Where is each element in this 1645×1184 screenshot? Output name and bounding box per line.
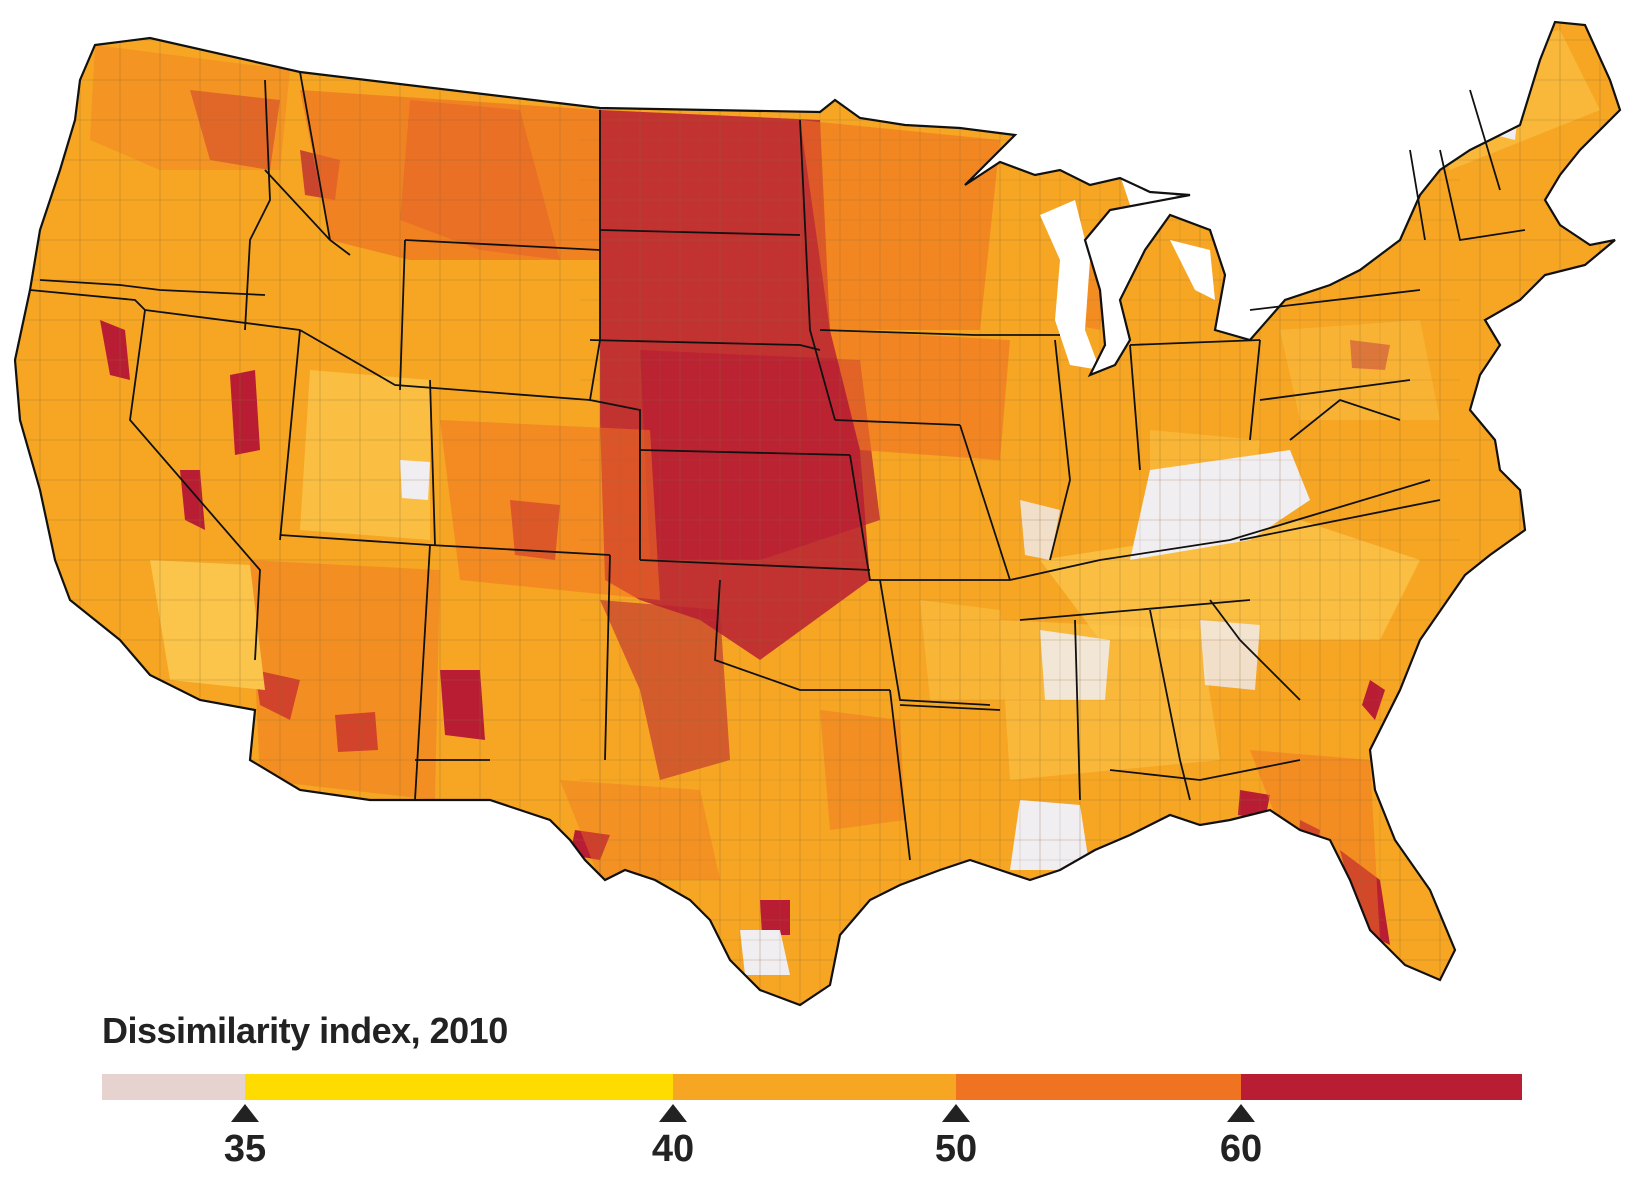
- legend-tick-marker: [231, 1104, 259, 1122]
- legend-tick-marker: [1227, 1104, 1255, 1122]
- legend-tick-label: 40: [651, 1128, 695, 1170]
- legend-tick-label: 50: [934, 1128, 978, 1170]
- county-fill-layer: [15, 22, 1620, 1005]
- legend-title: Dissimilarity index, 2010: [102, 1010, 508, 1051]
- legend-segment-35-40: [245, 1074, 673, 1100]
- legend-tick-label: 35: [223, 1128, 267, 1170]
- legend-tick-marker: [659, 1104, 687, 1122]
- us-county-choropleth-map: [13, 20, 1622, 1007]
- legend-tick-label: 60: [1219, 1128, 1263, 1170]
- legend-color-scale: [102, 1074, 1522, 1100]
- legend-segment-above-60: [1241, 1074, 1522, 1100]
- lowest-dissimilarity-regions: [400, 90, 1520, 975]
- legend-segment-50-60: [956, 1074, 1241, 1100]
- legend-segment-below-35: [102, 1074, 245, 1100]
- state-borders: [13, 20, 1622, 1007]
- legend-tick-marker: [942, 1104, 970, 1122]
- legend-segment-40-50: [673, 1074, 956, 1100]
